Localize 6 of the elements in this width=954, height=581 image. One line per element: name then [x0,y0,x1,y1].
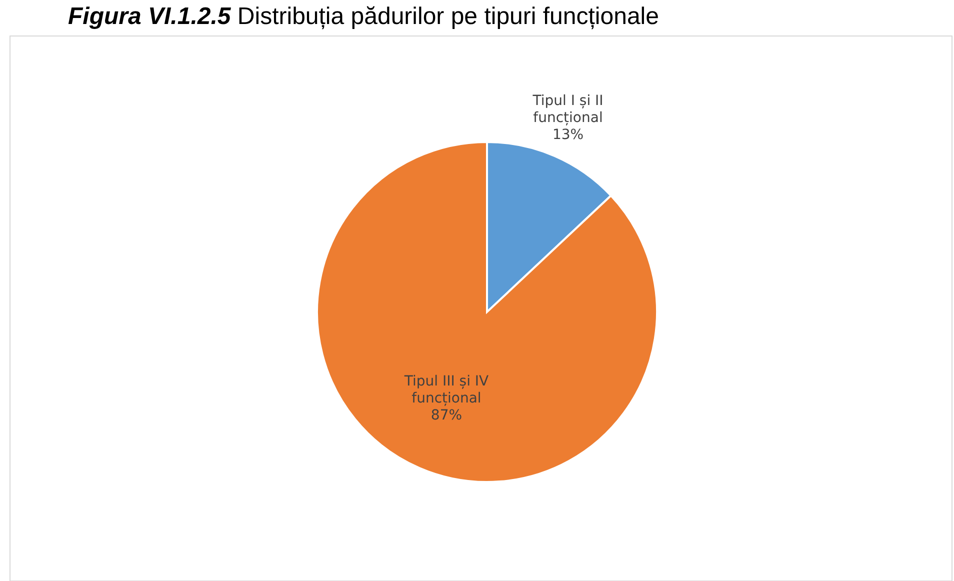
chart-title: Figura VI.1.2.5 Distribuția pădurilor pe tipuri funcționale [68,3,659,30]
data-label: 87% [430,408,462,424]
pie-slice [316,141,658,483]
slice-label: Tipul III și IV funcțional [403,374,490,407]
data-label: 13% [552,126,584,143]
slice-label: Tipul I și II funcțional [532,92,604,126]
